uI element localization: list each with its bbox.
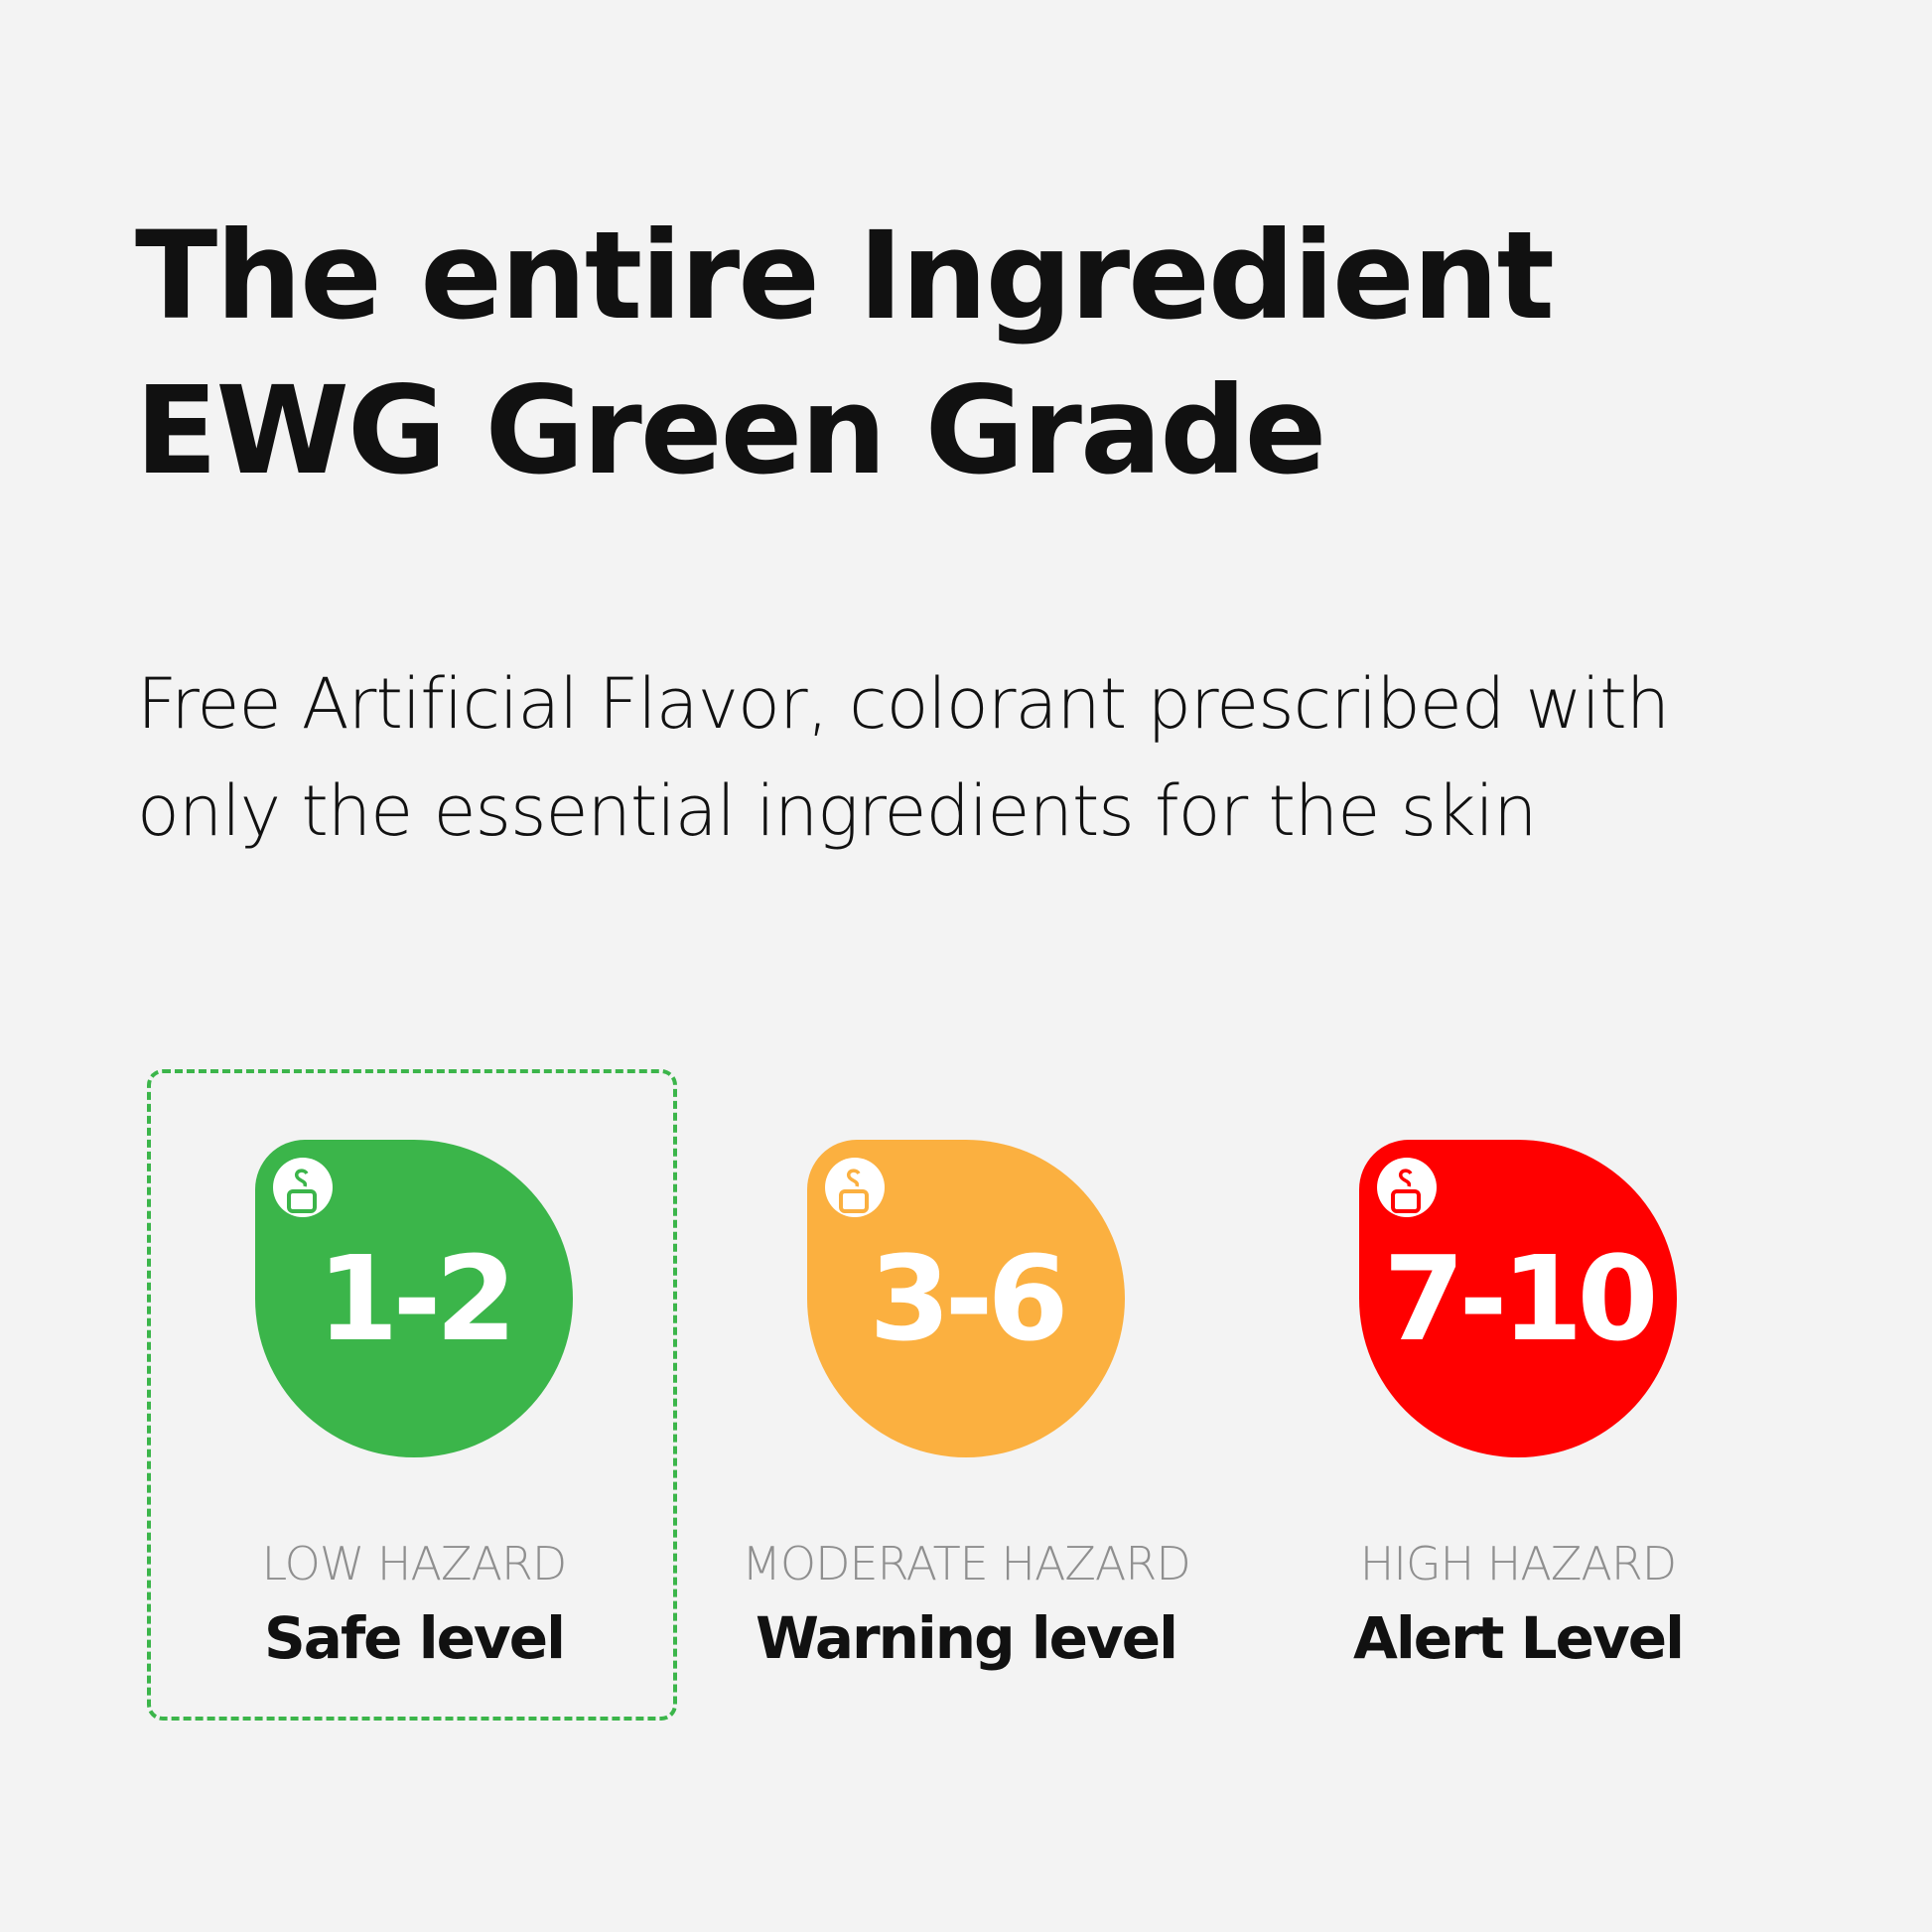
ewg-skin-icon xyxy=(1377,1158,1437,1217)
grade-card-low[interactable]: 1-2 LOW HAZARD Safe level xyxy=(136,1140,692,1672)
grade-badge: 1-2 xyxy=(255,1140,573,1457)
subtitle-line-1: Free Artificial Flavor, colorant prescri… xyxy=(137,663,1670,745)
level-label: Safe level xyxy=(264,1604,566,1672)
grade-badge: 3-6 xyxy=(807,1140,1125,1457)
title-line-2: EWG Green Grade xyxy=(135,360,1326,501)
hazard-label: HIGH HAZARD xyxy=(1359,1537,1677,1590)
page-title: The entire Ingredient EWG Green Grade xyxy=(135,199,1555,508)
grade-badge: 7-10 xyxy=(1359,1140,1677,1457)
grade-range: 7-10 xyxy=(1383,1230,1658,1367)
grade-range: 3-6 xyxy=(869,1230,1068,1367)
subtitle-line-2: only the essential ingredients for the s… xyxy=(137,770,1537,852)
grade-card-high[interactable]: 7-10 HIGH HAZARD Alert Level xyxy=(1240,1140,1796,1672)
level-label: Warning level xyxy=(755,1604,1178,1672)
hazard-label: LOW HAZARD xyxy=(261,1537,568,1590)
ewg-skin-icon xyxy=(273,1158,333,1217)
title-line-1: The entire Ingredient xyxy=(135,206,1555,346)
level-label: Alert Level xyxy=(1353,1604,1685,1672)
subtitle: Free Artificial Flavor, colorant prescri… xyxy=(137,650,1670,865)
selected-grade-outline xyxy=(147,1069,677,1721)
hazard-label: MODERATE HAZARD xyxy=(742,1537,1191,1590)
grade-range: 1-2 xyxy=(317,1230,516,1367)
ewg-skin-icon xyxy=(825,1158,885,1217)
grade-card-moderate[interactable]: 3-6 MODERATE HAZARD Warning level xyxy=(688,1140,1244,1672)
